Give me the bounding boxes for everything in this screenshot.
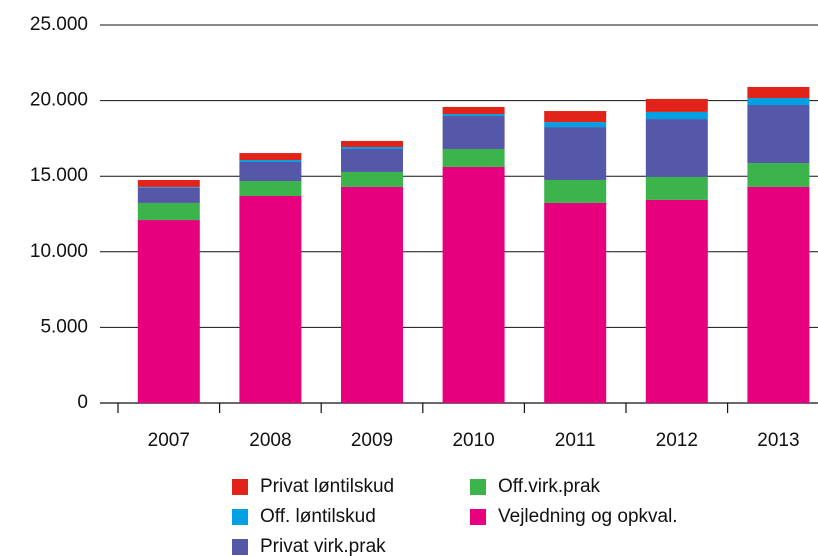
bar-segment [239,161,302,182]
bar-segment [544,179,607,203]
bar-segment [544,202,607,403]
x-tick-label: 2013 [757,430,799,451]
legend-label: Privat løntilskud [260,476,394,497]
x-tick-label: 2010 [452,430,494,451]
y-tick-label: 10.000 [30,241,88,262]
x-tick-label: 2009 [351,430,393,451]
bar-segment [645,98,708,112]
legend-label: Off. løntilskud [260,506,376,527]
x-tick-label: 2008 [249,430,291,451]
legend-swatch [232,539,248,555]
bar-segment [442,114,505,117]
bar-segment [442,148,505,167]
bar-segment [747,98,810,105]
bar-segment [544,127,607,180]
bar-segment [239,153,302,161]
bar-segment [747,104,810,164]
bar-segment [747,186,810,403]
bar-segment [341,186,403,403]
bar-segment [645,176,708,200]
y-tick-label: 25.000 [30,14,88,35]
y-tick-label: 20.000 [30,90,88,111]
bar-segment [137,179,200,187]
bar-segment [442,106,505,115]
bar-segment [442,166,505,403]
x-tick-label: 2007 [148,430,190,451]
x-tick-label: 2012 [656,430,698,451]
bar-segment [341,147,403,149]
x-tick-label: 2011 [555,430,596,451]
legend-label: Privat virk.prak [260,536,386,556]
legend-swatch [232,479,248,495]
legend-swatch [232,509,248,525]
bar-segment [341,171,403,187]
y-tick-label: 0 [77,392,88,413]
bar-segment [544,122,607,128]
bar-segment [239,196,302,403]
bar-segment [645,111,708,120]
legend-swatch [470,479,486,495]
legend-label: Vejledning og opkval. [498,506,678,527]
bar-segment [239,181,302,197]
y-tick-label: 15.000 [30,165,88,186]
bar-segment [137,187,200,203]
bar-segment [239,160,302,162]
bar-segment [645,119,708,177]
legend-swatch [470,509,486,525]
bar-segment [341,140,403,148]
bar-segment [747,86,810,99]
bar-segment [645,199,708,403]
y-tick-label: 5.000 [40,316,88,337]
bar-segment [137,186,200,188]
bar-segment [137,220,200,403]
bar-segment [442,116,505,149]
legend-label: Off.virk.prak [498,476,601,497]
bar-segment [341,148,403,172]
bar-segment [747,163,810,187]
bar-segment [544,111,607,123]
bar-segment [137,202,200,221]
